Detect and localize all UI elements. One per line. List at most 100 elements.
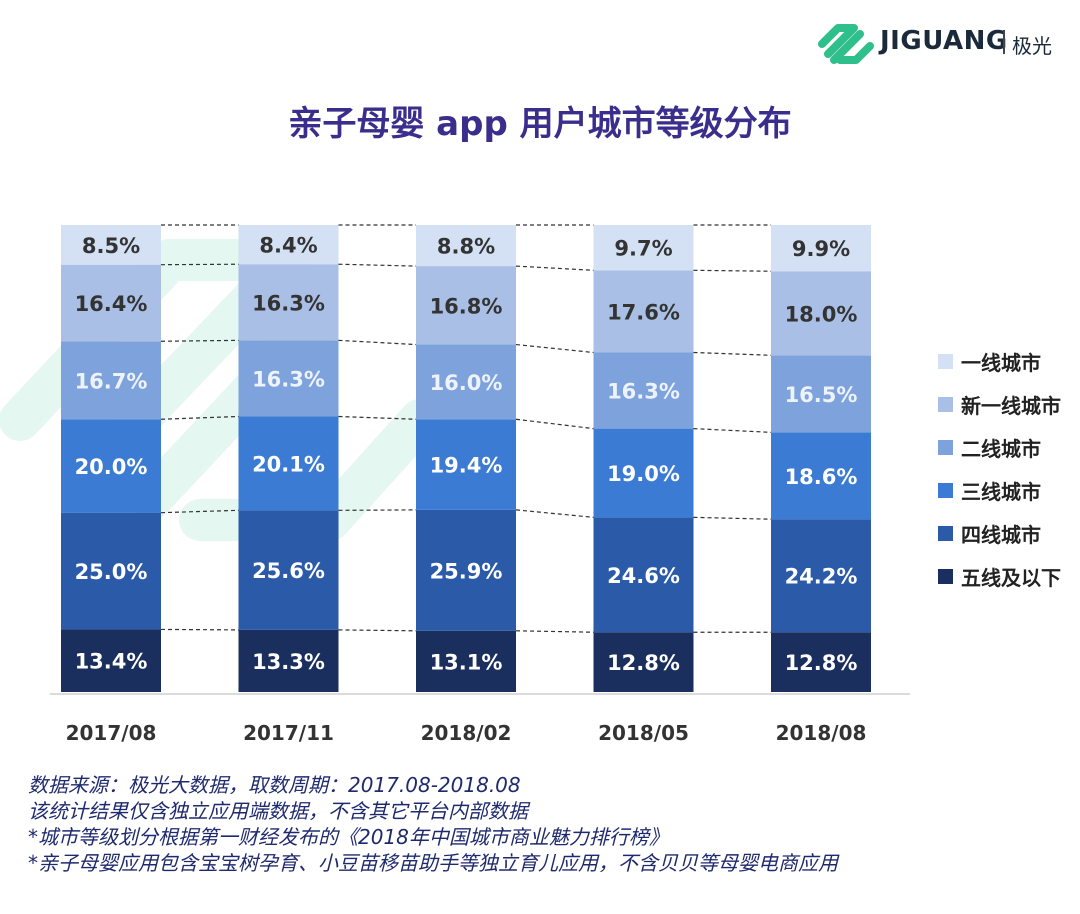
data-label: 19.4% (430, 454, 503, 478)
connector-line (515, 265, 594, 271)
connector-lines (160, 224, 772, 633)
legend-item: 新一线城市 (938, 383, 1061, 426)
bar-segment (593, 352, 694, 429)
data-label: 25.0% (75, 560, 148, 584)
data-label: 13.1% (430, 650, 503, 674)
connector-line (515, 509, 594, 518)
note-line: 数据来源：极光大数据，取数周期：2017.08-2018.08 (28, 773, 521, 797)
data-label: 24.6% (607, 564, 680, 588)
bar-segment (416, 266, 516, 345)
data-label: 18.0% (785, 302, 858, 326)
legend-item: 三线城市 (938, 469, 1061, 512)
bar-segment (771, 355, 871, 433)
data-label: 16.3% (252, 367, 325, 391)
data-label: 16.8% (430, 294, 503, 318)
bar-segment (771, 432, 871, 520)
bar-segment (593, 632, 694, 692)
bar-segment (238, 340, 339, 417)
legend-swatch (938, 354, 953, 369)
legend-label: 二线城市 (961, 437, 1041, 461)
bar-segment (61, 225, 161, 265)
logo-divider (1003, 30, 1005, 54)
bar-segment (61, 264, 161, 342)
connector-line (693, 351, 772, 356)
data-label: 12.8% (785, 651, 858, 675)
bar-segment (238, 225, 339, 265)
footnotes: 数据来源：极光大数据，取数周期：2017.08-2018.08 该统计结果仅含独… (28, 772, 838, 876)
bar-segment (593, 225, 694, 271)
legend-label: 四线城市 (961, 523, 1041, 547)
x-tick-label: 2018/05 (598, 721, 689, 745)
bars-layer (61, 225, 871, 692)
legend-item: 一线城市 (938, 340, 1061, 383)
connector-line (338, 339, 417, 346)
legend-swatch (938, 569, 953, 584)
data-label: 8.8% (437, 235, 495, 259)
data-label: 16.5% (785, 383, 858, 407)
bar-segment (416, 344, 516, 420)
data-label: 20.0% (75, 455, 148, 479)
bar-segment (416, 225, 516, 267)
note-line: 该统计结果仅含独立应用端数据，不含其它平台内部数据 (28, 799, 528, 823)
x-tick-labels: 2017/08 2017/11 2018/02 2018/05 2018/08 (66, 721, 867, 745)
bar-segment (771, 519, 871, 633)
note-line: *城市等级划分根据第一财经发布的《2018年中国城市商业魅力排行榜》 (28, 825, 669, 849)
x-tick-label: 2018/08 (776, 721, 867, 745)
x-tick-label: 2017/08 (66, 721, 157, 745)
jiguang-logo-icon (818, 24, 874, 64)
bar-segment (771, 225, 871, 272)
legend-swatch (938, 440, 953, 455)
data-labels-layer: 13.4% 25.0% 20.0% 16.7% 16.4% 8.5% 13.3% 25.6% 2… (75, 234, 858, 675)
bar-segment (771, 632, 871, 692)
data-label: 19.0% (607, 462, 680, 486)
connector-line (160, 339, 239, 342)
connector-line (338, 629, 417, 632)
data-label: 9.9% (792, 237, 850, 261)
legend-swatch (938, 397, 953, 412)
bar-segment (771, 271, 871, 356)
bar-segment (238, 629, 339, 692)
note-line: *亲子母婴应用包含宝宝树孕育、小豆苗移苗助手等独立育儿应用，不含贝贝等母婴电商应… (28, 851, 838, 875)
connector-line (338, 415, 417, 420)
connector-line (160, 509, 239, 514)
data-label: 25.6% (252, 559, 325, 583)
bar-segment (416, 630, 516, 692)
data-label: 16.4% (75, 292, 148, 316)
legend-item: 五线及以下 (938, 555, 1061, 598)
legend-swatch (938, 483, 953, 498)
data-label: 25.9% (430, 559, 503, 583)
data-label: 24.2% (785, 565, 858, 589)
logo-text: JIGUANG (880, 26, 1008, 56)
data-label: 9.7% (614, 237, 672, 261)
legend-label: 一线城市 (961, 351, 1041, 375)
legend-item: 二线城市 (938, 426, 1061, 469)
x-tick-label: 2018/02 (421, 721, 512, 745)
bar-segment (61, 629, 161, 692)
legend-item: 四线城市 (938, 512, 1061, 555)
data-label: 8.4% (259, 234, 317, 258)
data-label: 18.6% (785, 465, 858, 489)
bar-segment (61, 512, 161, 630)
connector-line (515, 343, 594, 354)
connector-line (515, 630, 594, 633)
data-label: 16.7% (75, 369, 148, 393)
bar-segment (61, 341, 161, 420)
legend-label: 五线及以下 (961, 566, 1061, 590)
chart-title: 亲子母婴 app 用户城市等级分布 (288, 104, 792, 144)
bar-segment (238, 510, 339, 630)
legend-swatch (938, 526, 953, 541)
bar-segment (593, 270, 694, 353)
bar-segment (416, 509, 516, 631)
data-label: 13.3% (252, 650, 325, 674)
legend-label: 三线城市 (961, 480, 1041, 504)
data-label: 13.4% (75, 650, 148, 674)
x-tick-label: 2017/11 (243, 721, 334, 745)
connector-line (693, 516, 772, 520)
bar-segment (593, 517, 694, 633)
data-label: 16.3% (252, 291, 325, 315)
connector-line (160, 415, 239, 420)
logo-cn-text: 极光 (1012, 34, 1052, 58)
legend: 一线城市新一线城市二线城市三线城市四线城市五线及以下 (938, 340, 1061, 598)
bar-segment (416, 419, 516, 510)
